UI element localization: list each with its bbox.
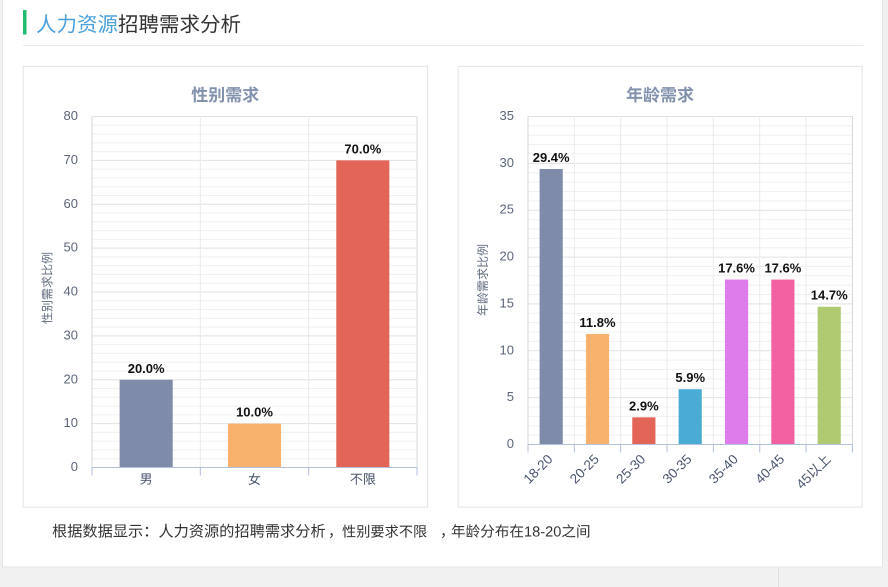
svg-text:17.6%: 17.6% xyxy=(718,261,755,276)
svg-text:17.6%: 17.6% xyxy=(764,261,801,276)
svg-text:5: 5 xyxy=(507,389,514,404)
svg-text:5.9%: 5.9% xyxy=(675,370,705,385)
svg-text:14.7%: 14.7% xyxy=(811,288,848,303)
svg-text:30: 30 xyxy=(500,155,514,170)
svg-text:2.9%: 2.9% xyxy=(629,398,659,413)
svg-text:35: 35 xyxy=(500,108,514,123)
svg-text:10.0%: 10.0% xyxy=(236,405,273,420)
svg-text:15: 15 xyxy=(500,295,514,310)
svg-text:29.4%: 29.4% xyxy=(533,150,570,165)
svg-text:70.0%: 70.0% xyxy=(344,141,381,156)
svg-text:80: 80 xyxy=(64,108,78,123)
svg-text:70: 70 xyxy=(64,152,78,167)
svg-text:30: 30 xyxy=(64,327,78,342)
svg-text:11.8%: 11.8% xyxy=(579,315,616,330)
svg-text:50: 50 xyxy=(64,240,78,255)
svg-text:20.0%: 20.0% xyxy=(128,361,165,376)
svg-text:0: 0 xyxy=(71,459,78,474)
svg-text:60: 60 xyxy=(64,196,78,211)
svg-text:20: 20 xyxy=(64,371,78,386)
svg-text:10: 10 xyxy=(64,415,78,430)
svg-text:10: 10 xyxy=(500,342,514,357)
svg-text:0: 0 xyxy=(507,436,514,451)
svg-text:40: 40 xyxy=(64,284,78,299)
svg-text:25: 25 xyxy=(500,202,514,217)
svg-text:20: 20 xyxy=(500,249,514,264)
